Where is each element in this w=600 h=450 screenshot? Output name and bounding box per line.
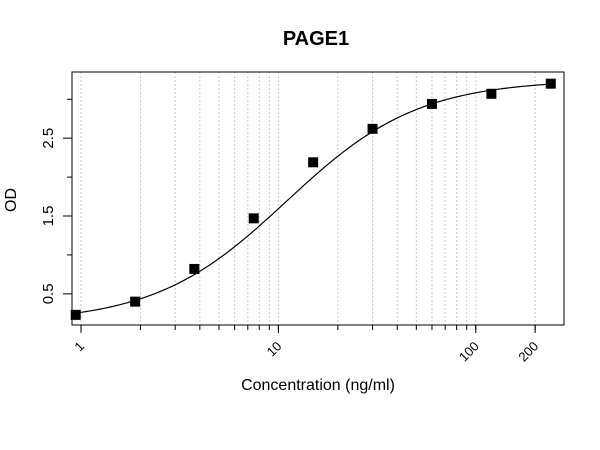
- data-point: [367, 123, 378, 134]
- data-point: [70, 309, 81, 320]
- y-tick-label: 2.5: [40, 128, 57, 149]
- y-tick-label: 0.5: [40, 283, 57, 304]
- data-points: [70, 78, 556, 320]
- x-tick-label: 200: [515, 339, 541, 365]
- x-tick-label: 1: [71, 339, 87, 355]
- y-axis-label: OD: [3, 188, 20, 212]
- grid-lines: [80, 72, 536, 325]
- x-tick-label: 10: [264, 339, 285, 360]
- x-axis: 1 10 100 200: [71, 325, 541, 364]
- plot-frame: [71, 71, 565, 326]
- data-point: [486, 88, 497, 99]
- x-tick-label: 100: [456, 339, 482, 365]
- data-point: [248, 213, 259, 224]
- data-point: [130, 296, 141, 307]
- data-point: [426, 98, 437, 109]
- y-tick-label: 1.5: [40, 206, 57, 227]
- fit-curve-layer: [75, 83, 551, 314]
- data-point: [308, 157, 319, 168]
- y-axis: 0.5 1.5 2.5: [40, 98, 72, 304]
- fit-curve: [75, 83, 551, 314]
- data-point: [545, 78, 556, 89]
- data-point: [189, 263, 200, 274]
- chart-title: PAGE1: [283, 28, 349, 50]
- x-axis-label: Concentration (ng/ml): [241, 377, 395, 394]
